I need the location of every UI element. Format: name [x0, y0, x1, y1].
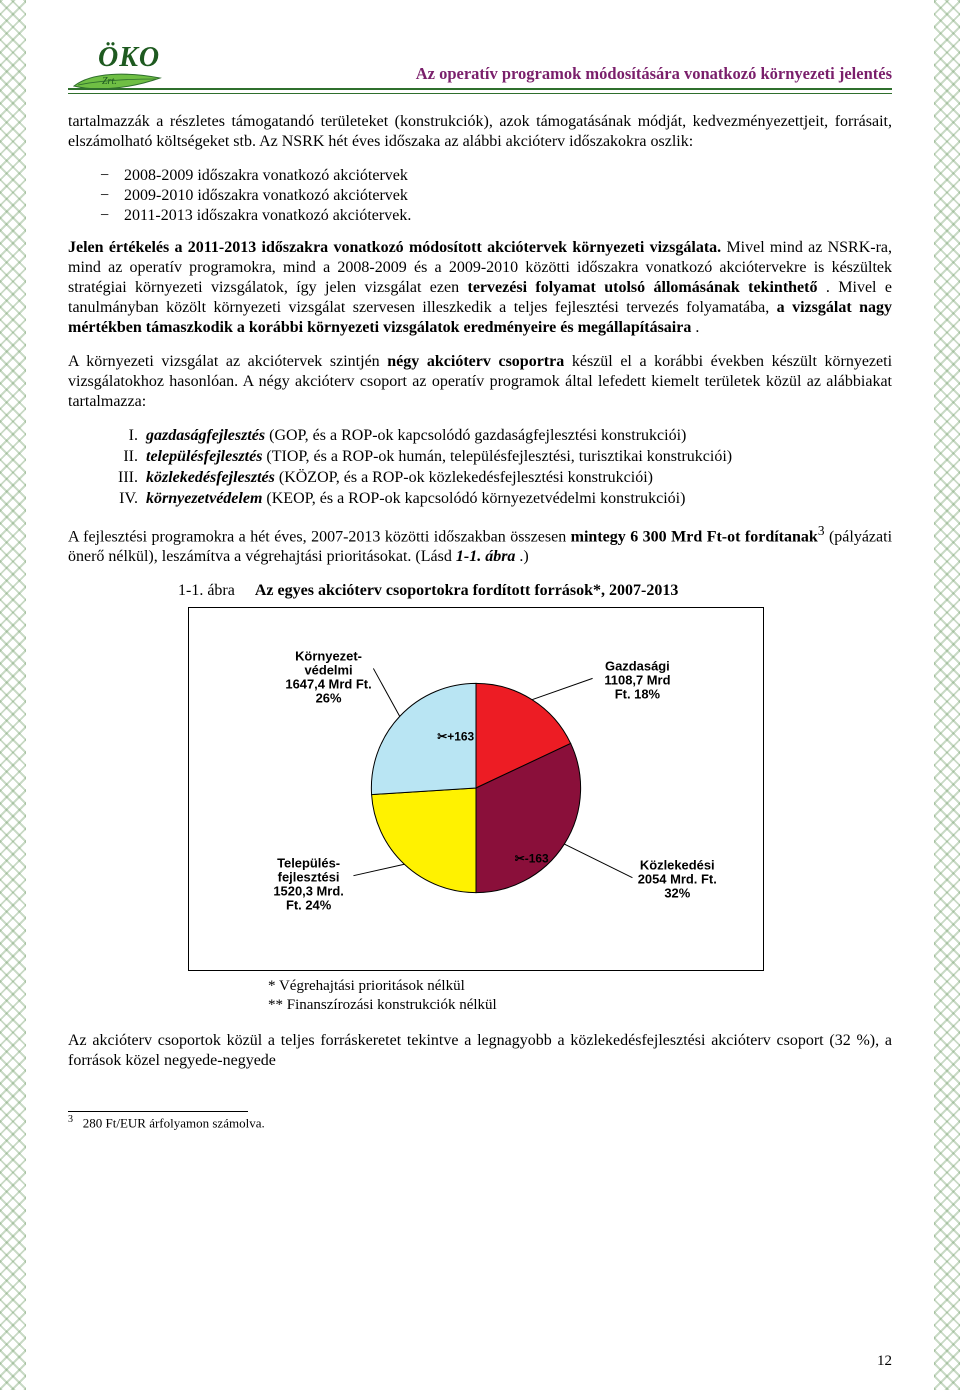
p2-bold-c: tervezési folyamat utolsó állomásának te…	[468, 279, 818, 296]
header-rule-thin	[68, 93, 892, 94]
roman-head: közlekedésfejlesztés	[146, 469, 275, 486]
pie-label: 2054 Mrd. Ft.	[638, 872, 717, 887]
pie-label: 32%	[664, 886, 690, 901]
pie-label: védelmi	[304, 663, 352, 678]
p3-bold-b: négy akcióterv csoportra	[387, 353, 564, 370]
roman-numeral: III.	[108, 468, 138, 488]
footnote-text: 280 Ft/EUR árfolyamon számolva.	[83, 1115, 265, 1130]
list-item: 2011-2013 időszakra vonatkozó akcióterve…	[124, 206, 892, 226]
pie-label: Ft. 18%	[615, 687, 661, 702]
paragraph-2: Jelen értékelés a 2011-2013 időszakra vo…	[68, 238, 892, 338]
roman-list: I. gazdaságfejlesztés (GOP, és a ROP-ok …	[68, 426, 892, 509]
header-rule	[68, 88, 892, 90]
page: ÖKO Zrt. Az operatív programok módosítás…	[0, 0, 960, 1390]
list-item: I. gazdaságfejlesztés (GOP, és a ROP-ok …	[108, 426, 892, 446]
leader-line	[564, 844, 632, 878]
p4-text-a: A fejlesztési programokra a hét éves, 20…	[68, 528, 571, 545]
figure-notes: * Végrehajtási prioritások nélkül ** Fin…	[268, 977, 892, 1015]
p4-text-e: .)	[519, 548, 528, 565]
paragraph-5: Az akcióterv csoportok közül a teljes fo…	[68, 1031, 892, 1071]
paragraph-1: tartalmazzák a részletes támogatandó ter…	[68, 112, 892, 152]
footnote-number: 3	[68, 1114, 73, 1125]
pie-svg: Gazdasági1108,7 MrdFt. 18% Közlekedési205…	[199, 618, 753, 958]
roman-tail: (KÖZOP, és a ROP-ok közlekedésfejlesztés…	[275, 469, 653, 486]
roman-tail: (TIOP, és a ROP-ok humán, településfejle…	[262, 448, 732, 465]
figure-note: * Végrehajtási prioritások nélkül	[268, 977, 892, 996]
pie-slice	[372, 788, 476, 893]
roman-numeral: II.	[108, 447, 138, 467]
footnote-rule	[68, 1111, 248, 1112]
p2-bold-a: Jelen értékelés a 2011-2013 időszakra vo…	[68, 239, 721, 256]
logo: ÖKO Zrt.	[68, 40, 198, 94]
pie-marker: ✂-163	[515, 852, 549, 866]
footnote: 3 280 Ft/EUR árfolyamon számolva.	[68, 1114, 892, 1131]
p3-text-a: A környezeti vizsgálat az akciótervek sz…	[68, 353, 387, 370]
figure-label: 1-1. ábra	[178, 581, 235, 601]
figure-caption: 1-1. ábra Az egyes akcióterv csoportokra…	[178, 581, 892, 601]
pie-label: Közlekedési	[640, 858, 715, 873]
roman-numeral: IV.	[108, 489, 138, 509]
pie-chart: Gazdasági1108,7 MrdFt. 18% Közlekedési205…	[188, 607, 764, 971]
bullet-list-1: 2008-2009 időszakra vonatkozó akcióterve…	[68, 166, 892, 226]
leader-line	[532, 679, 593, 700]
leader-line	[373, 669, 399, 717]
pie-label: 26%	[316, 691, 342, 706]
footnote-ref: 3	[818, 523, 825, 538]
page-border-right	[934, 0, 960, 1390]
pie-label: Település-	[277, 856, 340, 871]
pie-chart-canvas: Gazdasági1108,7 MrdFt. 18% Közlekedési205…	[199, 618, 753, 958]
paragraph-3: A környezeti vizsgálat az akciótervek sz…	[68, 352, 892, 412]
p2-text-f: .	[695, 319, 699, 336]
roman-tail: (GOP, és a ROP-ok kapcsolódó gazdaságfej…	[265, 427, 686, 444]
body-text: tartalmazzák a részletes támogatandó ter…	[68, 112, 892, 1131]
pie-label: fejlesztési	[278, 870, 340, 885]
roman-head: gazdaságfejlesztés	[146, 427, 265, 444]
p4-ref: 1-1. ábra	[456, 548, 516, 565]
pie-marker: ✂+163	[437, 730, 474, 744]
logo-subtext: Zrt.	[102, 76, 117, 87]
p1-text: tartalmazzák a részletes támogatandó ter…	[68, 113, 892, 150]
figure-title: Az egyes akcióterv csoportokra fordított…	[255, 582, 678, 599]
roman-numeral: I.	[108, 426, 138, 446]
paragraph-4: A fejlesztési programokra a hét éves, 20…	[68, 523, 892, 567]
page-header: ÖKO Zrt. Az operatív programok módosítás…	[68, 40, 892, 84]
list-item: 2009-2010 időszakra vonatkozó akcióterve…	[124, 186, 892, 206]
figure-note: ** Finanszírozási konstrukciók nélkül	[268, 996, 892, 1015]
page-number: 12	[877, 1353, 892, 1370]
pie-label: 1520,3 Mrd.	[273, 884, 343, 899]
roman-head: környezetvédelem	[146, 490, 262, 507]
pie-label: Gazdasági	[605, 659, 670, 674]
pie-label: 1108,7 Mrd	[604, 673, 670, 688]
list-item: III. közlekedésfejlesztés (KÖZOP, és a R…	[108, 468, 892, 488]
pie-label: 1647,4 Mrd Ft.	[285, 677, 371, 692]
pie-label: Ft. 24%	[286, 898, 332, 913]
list-item: 2008-2009 időszakra vonatkozó akcióterve…	[124, 166, 892, 186]
pie-label: Környezet-	[295, 649, 362, 664]
roman-head: településfejlesztés	[146, 448, 262, 465]
p4-bold-b: mintegy 6 300 Mrd Ft-ot fordítanak	[571, 528, 818, 545]
page-border-left	[0, 0, 26, 1390]
roman-tail: (KEOP, és a ROP-ok kapcsolódó környezetv…	[262, 490, 685, 507]
list-item: IV. környezetvédelem (KEOP, és a ROP-ok …	[108, 489, 892, 509]
leader-line	[353, 865, 404, 876]
list-item: II. településfejlesztés (TIOP, és a ROP-…	[108, 447, 892, 467]
